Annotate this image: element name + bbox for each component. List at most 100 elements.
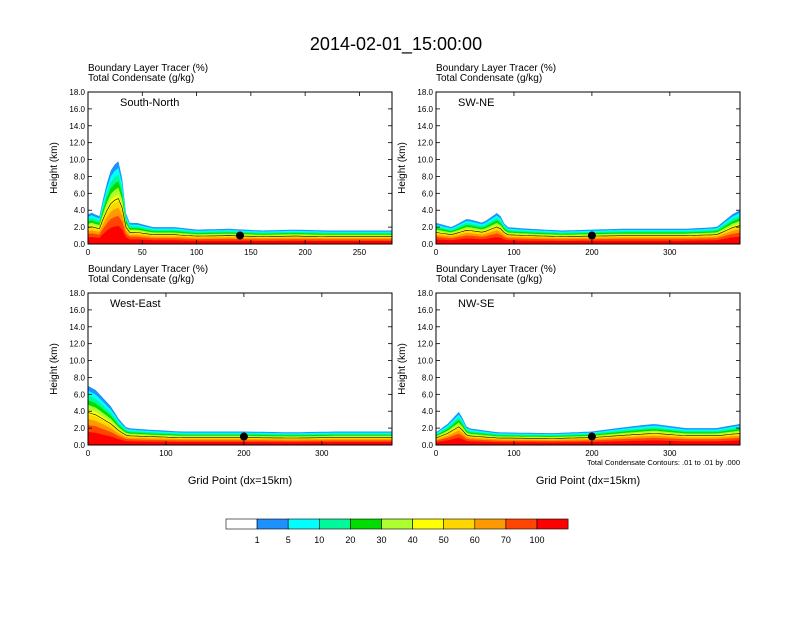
- panel-title: South-North: [120, 97, 179, 109]
- x-tick-label: 300: [663, 248, 677, 257]
- y-tick-label: 8.0: [74, 172, 86, 181]
- y-tick-label: 4.0: [74, 206, 86, 215]
- y-tick-label: 2.0: [422, 223, 434, 232]
- x-axis-label: Grid Point (dx=15km): [536, 475, 640, 487]
- location-marker: [236, 231, 244, 240]
- subtitle-tracer: Boundary Layer Tracer (%): [88, 63, 208, 74]
- tracer-band: [436, 236, 740, 244]
- tracer-field: [88, 161, 392, 244]
- colorbar-swatch: [474, 518, 507, 530]
- chart-panel-bottom-right: Boundary Layer Tracer (%) Total Condensat…: [397, 264, 741, 487]
- condensate-contour: [88, 412, 392, 439]
- y-tick-label: 14.0: [417, 122, 433, 131]
- y-tick-label: 18.0: [417, 88, 433, 97]
- colorbar-swatch: [412, 518, 445, 530]
- chart-panel-top-left: Boundary Layer Tracer (%)Total Condensat…: [49, 63, 393, 257]
- y-tick-label: 2.0: [74, 424, 86, 433]
- colorbar-label: 50: [439, 535, 449, 545]
- y-tick-label: 6.0: [422, 390, 434, 399]
- x-tick-label: 300: [663, 449, 677, 458]
- y-tick-label: 0.0: [422, 240, 434, 249]
- y-tick-label: 0.0: [422, 441, 434, 450]
- colorbar-label: 40: [408, 535, 418, 545]
- y-tick-label: 18.0: [417, 289, 433, 298]
- y-tick-label: 2.0: [74, 223, 86, 232]
- y-tick-label: 10.0: [69, 357, 85, 366]
- x-tick-label: 0: [86, 449, 91, 458]
- tracer-band: [436, 437, 740, 445]
- y-tick-label: 18.0: [69, 289, 85, 298]
- y-tick-label: 12.0: [69, 340, 85, 349]
- colorbar-label: 1: [255, 535, 260, 545]
- colorbar-swatch: [443, 518, 476, 530]
- y-tick-label: 4.0: [422, 206, 434, 215]
- y-tick-label: 14.0: [69, 323, 85, 332]
- colorbar-swatch: [256, 518, 289, 530]
- subtitle-tracer: Boundary Layer Tracer (%): [436, 63, 556, 74]
- x-tick-label: 200: [298, 248, 312, 257]
- y-tick-label: 16.0: [417, 105, 433, 114]
- panel-title: SW-NE: [458, 97, 494, 109]
- x-tick-label: 150: [244, 248, 258, 257]
- tracer-band: [88, 225, 392, 244]
- x-tick-label: 0: [434, 449, 439, 458]
- x-axis-label: Grid Point (dx=15km): [188, 475, 292, 487]
- x-tick-label: 100: [190, 248, 204, 257]
- plot-frame: [87, 292, 393, 446]
- y-tick-label: 16.0: [69, 105, 85, 114]
- subtitle-condensate: Total Condensate (g/kg): [88, 274, 194, 285]
- x-tick-label: 50: [138, 248, 147, 257]
- tracer-field: [436, 411, 740, 445]
- colorbar-label: 60: [470, 535, 480, 545]
- main-title: 2014-02-01_15:00:00: [310, 34, 482, 55]
- contour-footnote: Total Condensate Contours: .01 to .01 by…: [587, 458, 740, 467]
- y-tick-label: 4.0: [422, 407, 434, 416]
- x-tick-label: 100: [159, 449, 173, 458]
- y-tick-label: 8.0: [74, 373, 86, 382]
- x-tick-label: 200: [585, 248, 599, 257]
- y-tick-label: 18.0: [69, 88, 85, 97]
- subtitle-condensate: Total Condensate (g/kg): [436, 73, 542, 84]
- y-tick-label: 4.0: [74, 407, 86, 416]
- y-tick-label: 12.0: [417, 139, 433, 148]
- plot-frame: [435, 91, 741, 245]
- colorbar-label: 10: [314, 535, 324, 545]
- y-tick-label: 0.0: [74, 441, 86, 450]
- plot-frame: [435, 292, 741, 446]
- y-tick-label: 6.0: [74, 390, 86, 399]
- y-axis-label: Height (km): [49, 142, 60, 194]
- y-tick-label: 10.0: [417, 156, 433, 165]
- colorbar-swatch: [318, 518, 351, 530]
- location-marker: [239, 432, 248, 441]
- panel-title: West-East: [110, 298, 161, 310]
- y-tick-label: 16.0: [417, 306, 433, 315]
- colorbar-label: 100: [529, 535, 544, 545]
- subtitle-condensate: Total Condensate (g/kg): [88, 73, 194, 84]
- x-tick-label: 200: [237, 449, 251, 458]
- y-tick-label: 8.0: [422, 373, 434, 382]
- colorbar-label: 70: [501, 535, 511, 545]
- y-axis-label: Height (km): [397, 343, 408, 395]
- y-tick-label: 14.0: [69, 122, 85, 131]
- y-tick-label: 10.0: [69, 156, 85, 165]
- colorbar-label: 5: [286, 535, 291, 545]
- subtitle-tracer: Boundary Layer Tracer (%): [436, 264, 556, 275]
- subtitle-tracer: Boundary Layer Tracer (%): [88, 264, 208, 275]
- colorbar-swatch: [536, 518, 569, 530]
- colorbar-swatch: [287, 518, 320, 530]
- y-tick-label: 0.0: [74, 240, 86, 249]
- y-tick-label: 6.0: [74, 189, 86, 198]
- y-tick-label: 2.0: [422, 424, 434, 433]
- colorbar-label: 20: [345, 535, 355, 545]
- x-tick-label: 250: [353, 248, 367, 257]
- chart-panel-bottom-left: Boundary Layer Tracer (%)Total Condensat…: [49, 264, 393, 487]
- location-marker: [587, 432, 596, 441]
- x-tick-label: 200: [585, 449, 599, 458]
- y-tick-label: 12.0: [417, 340, 433, 349]
- plot-frame: [87, 91, 393, 245]
- tracer-field: [436, 210, 740, 244]
- x-tick-label: 100: [507, 248, 521, 257]
- tracer-band: [88, 432, 392, 445]
- x-tick-label: 0: [434, 248, 439, 257]
